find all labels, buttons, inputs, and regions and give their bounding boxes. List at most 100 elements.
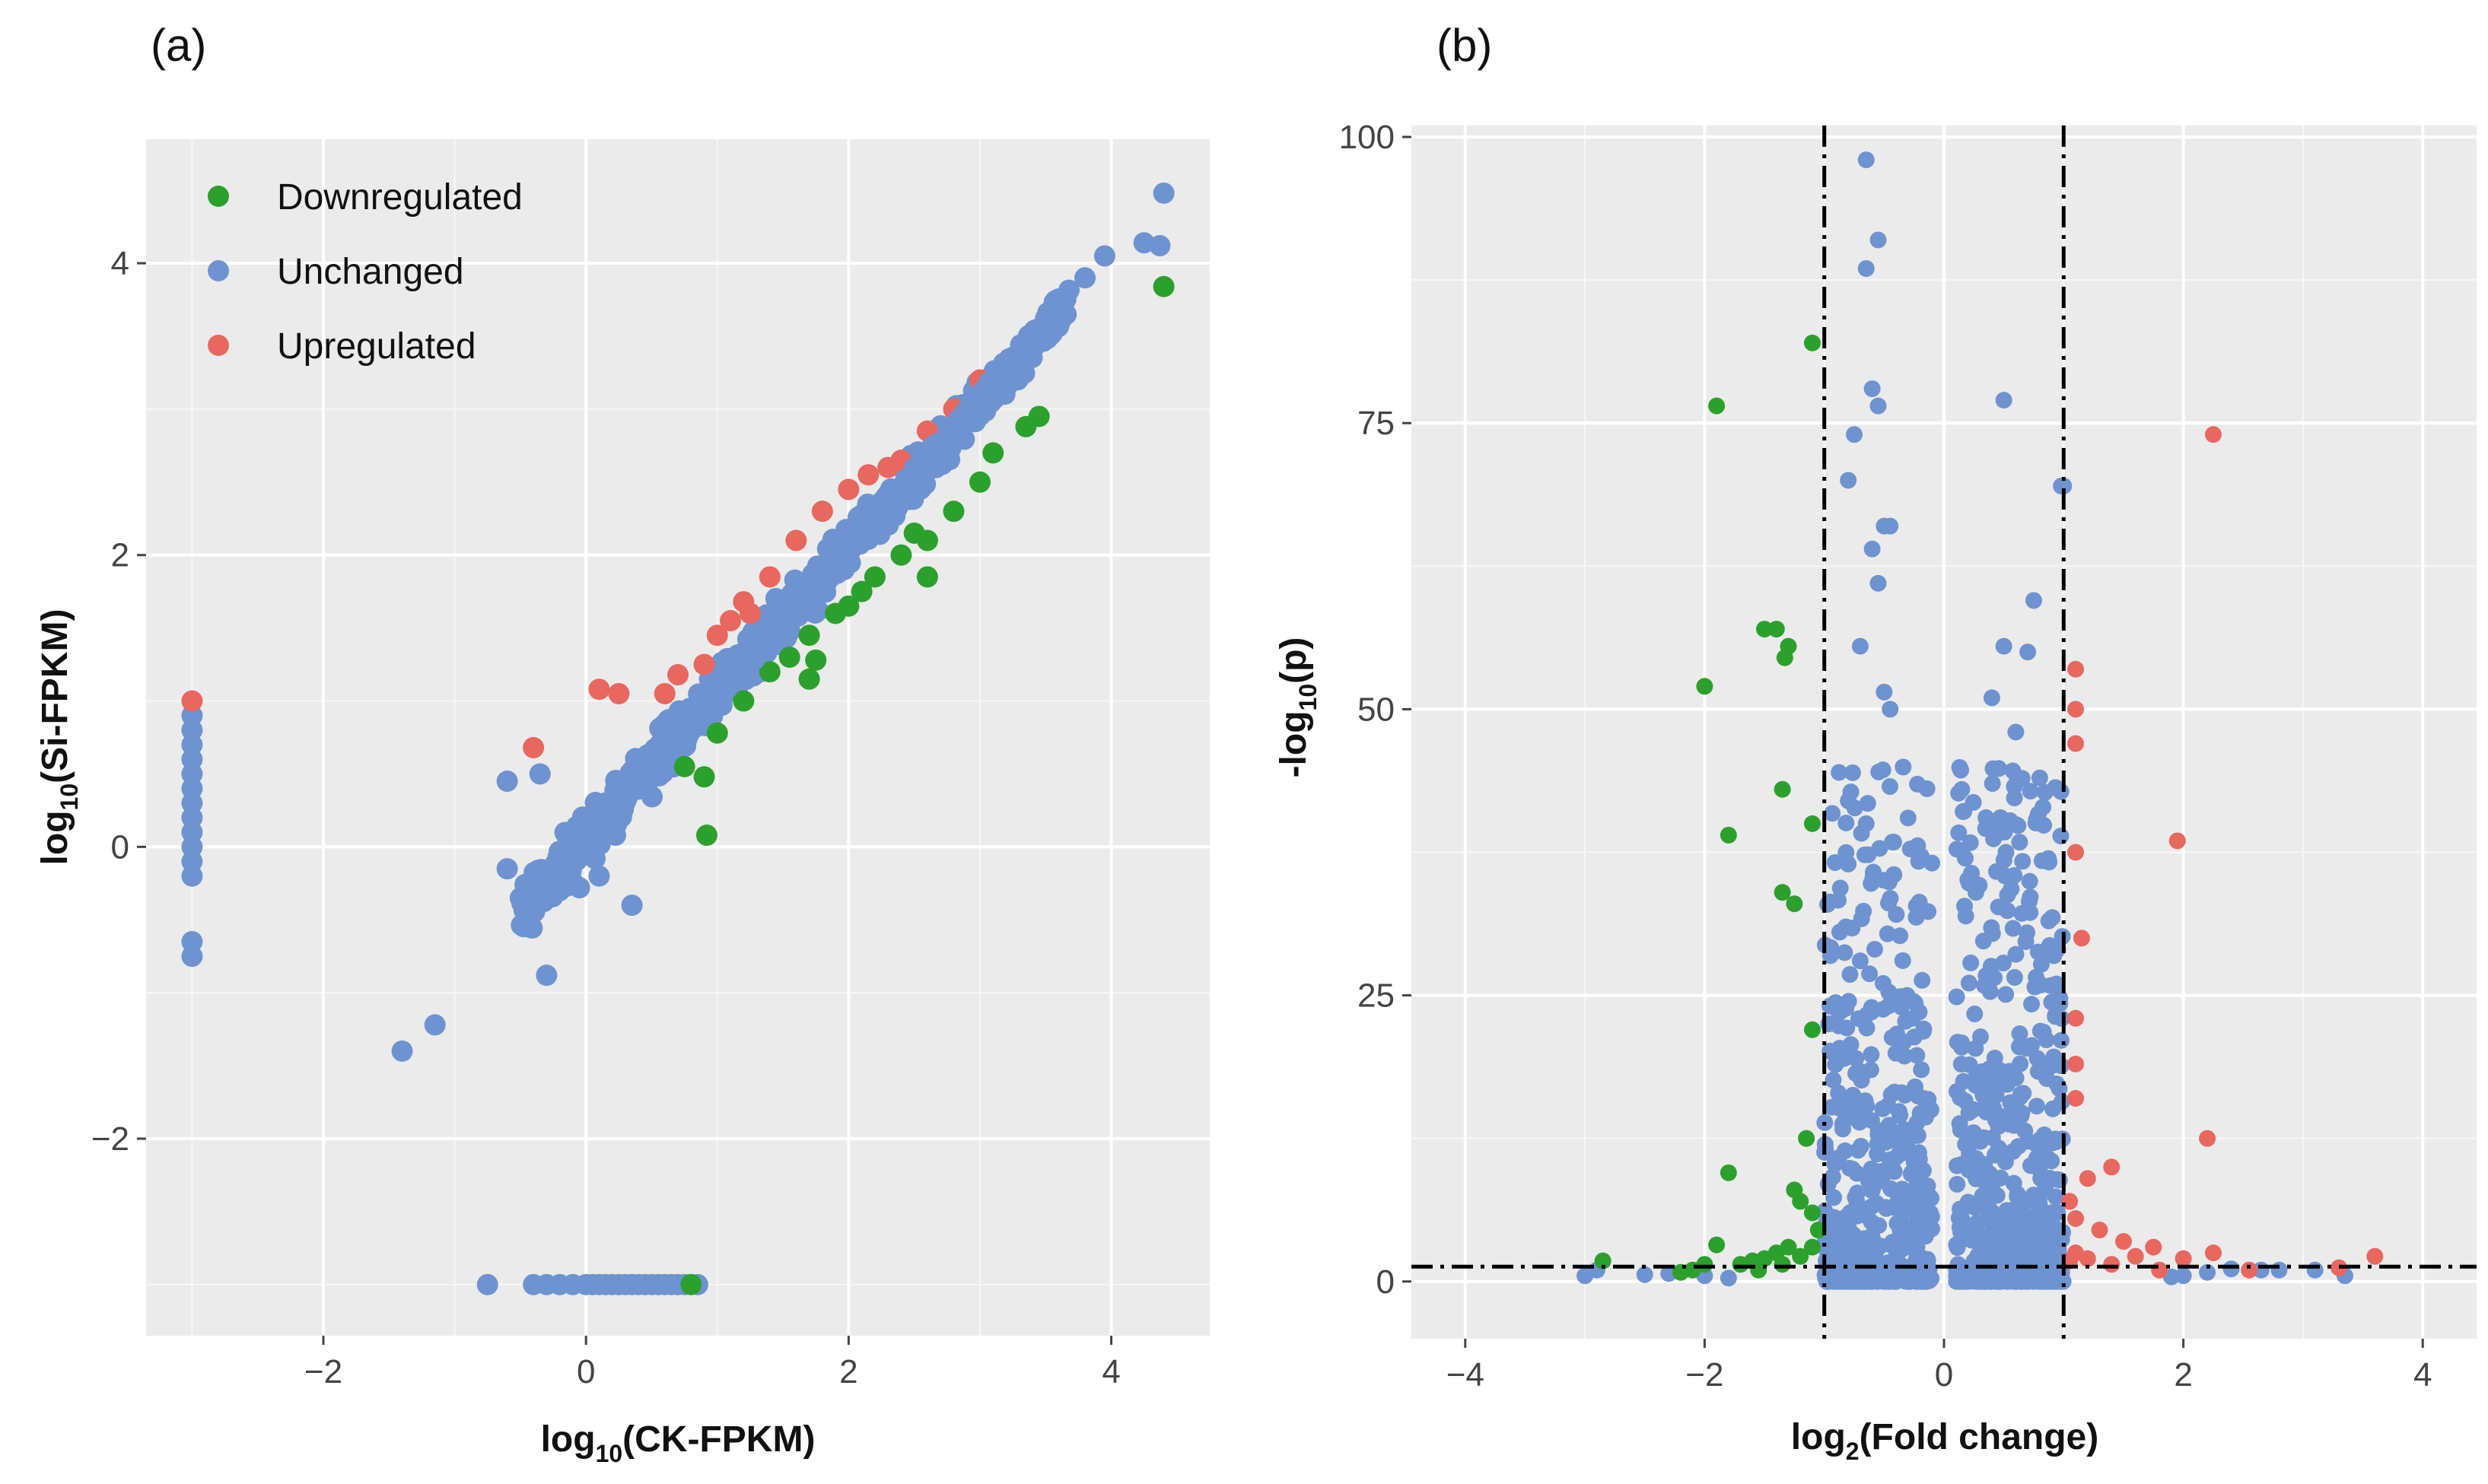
point-unchanged [424,1014,446,1036]
volcano-point-unchanged [2047,975,2065,993]
volcano-point-unchanged [1856,846,1873,863]
legend-label-upregulated: Upregulated [277,326,476,367]
point-upregulated [739,602,761,624]
volcano-point-unchanged [1871,840,1888,857]
volcano-point-unchanged [1889,1134,1907,1152]
volcano-point-upregulated [2061,1193,2079,1210]
volcano-point-unchanged [1882,517,1899,535]
volcano-point-unchanged [1966,1006,1984,1023]
point-unchanged [181,865,203,887]
volcano-point-unchanged [1971,1028,1989,1046]
point-downregulated [798,668,820,690]
point-downregulated [903,522,925,544]
volcano-point-downregulated [1594,1252,1611,1270]
volcano-point-unchanged [2007,723,2025,741]
volcano-point-unchanged [1840,993,1857,1010]
point-downregulated [1153,275,1175,297]
volcano-point-upregulated [2079,1250,2096,1267]
volcano-point-unchanged [1897,1012,1914,1030]
volcano-point-unchanged [2028,1050,2046,1067]
volcano-point-unchanged [1899,1273,1917,1290]
volcano-point-upregulated [2114,1233,2132,1250]
volcano-point-upregulated [2204,426,2222,443]
volcano-point-unchanged [1824,1168,1841,1186]
grid-a [146,139,1210,1336]
volcano-point-unchanged [2051,990,2069,1007]
volcano-point-unchanged [1844,764,1861,781]
volcano-point-unchanged [1956,898,1974,915]
volcano-point-upregulated [2127,1247,2144,1265]
volcano-point-unchanged [1953,780,1971,798]
volcano-point-unchanged [1905,1028,1923,1046]
volcano-point-unchanged [2047,1255,2064,1273]
volcano-point-unchanged [1956,1216,1974,1234]
point-upregulated [608,682,630,704]
volcano-point-downregulated [1774,780,1791,798]
panel-label-a: (a) [151,20,206,71]
volcano-point-unchanged [1881,778,1898,796]
volcano-point-unchanged [1576,1267,1594,1285]
volcano-point-unchanged [2052,828,2070,845]
volcano-point-unchanged [1910,853,1927,870]
volcano-point-unchanged [1995,637,2012,655]
volcano-point-unchanged [1830,1017,1847,1034]
volcano-point-unchanged [1885,1163,1903,1181]
point-unchanged [904,459,926,481]
volcano-point-unchanged [1986,1146,2003,1164]
volcano-point-unchanged [2005,1174,2022,1192]
volcano-point-upregulated [2204,1244,2222,1262]
volcano-point-unchanged [1920,1091,1937,1108]
volcano-point-unchanged [1837,815,1855,832]
volcano-point-upregulated [2175,1250,2192,1267]
point-unchanged [871,494,893,516]
y-axis-title-b-sub: 10 [1294,684,1322,711]
volcano-point-upregulated [2366,1247,2384,1265]
volcano-point-unchanged [2021,872,2038,890]
x-axis-title-a-main: log [541,1419,596,1460]
point-unchanged [931,433,953,455]
volcano-point-unchanged [1841,966,1859,984]
panel-label-b: (b) [1436,20,1492,71]
volcano-point-unchanged [1851,952,1869,970]
a-x-tick-label: 2 [839,1353,857,1390]
volcano-point-unchanged [1890,1103,1907,1120]
volcano-point-unchanged [1999,902,2016,920]
reference-lines-b [1411,126,2477,1339]
point-downregulated [943,500,965,523]
volcano-point-unchanged [1962,954,1980,971]
point-unchanged [181,748,203,771]
point-unchanged [181,836,203,858]
volcano-point-unchanged [1997,986,2015,1003]
b-x-tick-label: 2 [2174,1356,2192,1393]
volcano-point-unchanged [1841,1266,1858,1284]
volcano-point-downregulated [1803,1238,1821,1256]
volcano-point-unchanged [2047,1007,2064,1025]
volcano-point-downregulated [1803,334,1821,351]
volcano-point-unchanged [2023,996,2041,1013]
point-unchanged [885,483,907,505]
volcano-point-unchanged [1948,1236,1965,1254]
volcano-point-unchanged [1963,1151,1981,1168]
volcano-point-unchanged [1857,151,1875,169]
volcano-point-unchanged [2049,1269,2066,1286]
volcano-point-unchanged [2053,1031,2070,1049]
volcano-point-unchanged [2029,1229,2047,1247]
volcano-point-unchanged [1819,895,1837,913]
volcano-point-unchanged [1984,775,2001,793]
point-unchanged [181,931,203,953]
volcano-point-unchanged [2029,1063,2047,1080]
volcano-point-unchanged [1974,933,1992,950]
point-unchanged [726,669,748,691]
legend-swatch-unchanged [208,260,229,281]
volcano-point-unchanged [1907,1227,1924,1244]
volcano-point-upregulated [2067,844,2085,861]
volcano-point-downregulated [1798,1130,1815,1147]
volcano-point-unchanged [1995,851,2012,869]
point-downregulated [805,649,827,671]
point-unchanged [621,895,643,917]
x-tick-labels-a: −2 0 2 4 [304,1336,1121,1390]
volcano-point-downregulated [1774,884,1791,901]
point-downregulated [864,566,886,588]
